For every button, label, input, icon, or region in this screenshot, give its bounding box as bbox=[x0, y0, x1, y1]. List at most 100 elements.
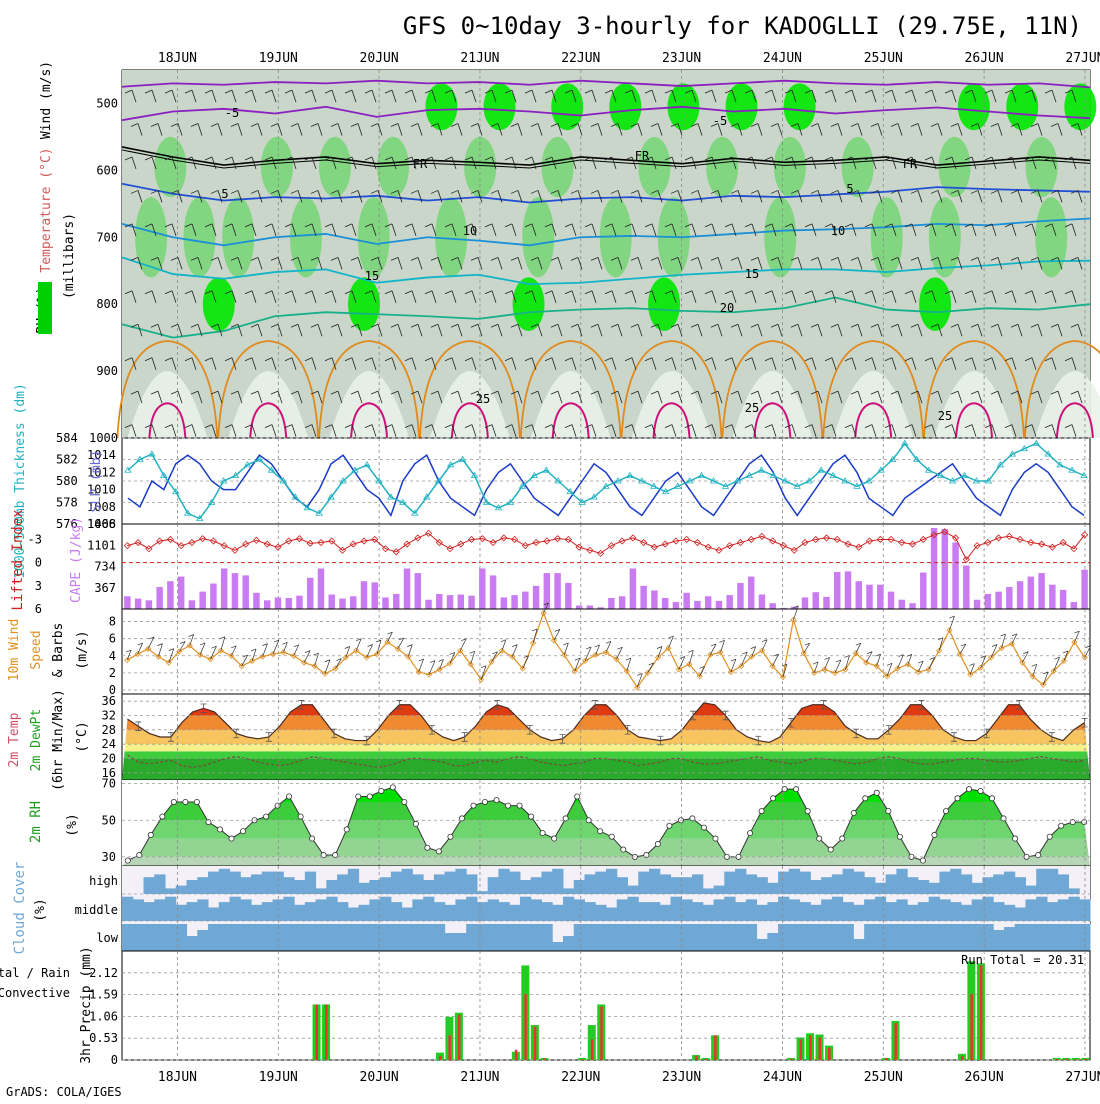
rh-marker bbox=[643, 852, 650, 859]
rh-patch bbox=[1035, 197, 1068, 278]
precip-conv-bar bbox=[581, 1059, 584, 1060]
wind-barb bbox=[204, 424, 217, 437]
cloud-bar bbox=[455, 933, 467, 951]
cloud-bar bbox=[896, 924, 908, 951]
wind-barb bbox=[250, 123, 263, 136]
wind-barb bbox=[510, 323, 523, 337]
wind-barb bbox=[750, 256, 763, 270]
wind-barb-10m bbox=[1000, 633, 1006, 649]
li-marker bbox=[650, 543, 658, 551]
precip-total-bar bbox=[1071, 1057, 1080, 1060]
li-marker bbox=[736, 538, 745, 547]
rh-marker bbox=[481, 798, 488, 805]
wind-barb bbox=[684, 290, 697, 303]
wind-barb bbox=[164, 357, 177, 370]
cape-bar bbox=[704, 596, 712, 609]
cloud-bar bbox=[950, 902, 962, 921]
cloud-bar bbox=[315, 899, 327, 921]
li-marker bbox=[661, 540, 669, 548]
wind-marker bbox=[831, 669, 839, 676]
wind-barb bbox=[590, 256, 603, 270]
isotherm--15 bbox=[121, 79, 1091, 89]
ylabel-wind: Wind (m/s) bbox=[39, 61, 54, 139]
cloud-bar bbox=[122, 924, 134, 951]
cloud-bar bbox=[885, 924, 897, 951]
wind-barb bbox=[150, 390, 163, 404]
wind-barb bbox=[124, 89, 137, 103]
thickness-line-marker bbox=[662, 487, 670, 495]
temp-tick-16: 16 bbox=[102, 766, 116, 780]
rh-marker bbox=[286, 793, 293, 800]
top-date-22JUN: 22JUN bbox=[561, 51, 600, 66]
cloud-bar bbox=[659, 874, 672, 894]
rh-marker bbox=[147, 831, 154, 838]
cape-bar bbox=[479, 568, 486, 609]
wind-barb bbox=[650, 123, 663, 136]
cape-bar bbox=[457, 594, 465, 609]
cape-bar bbox=[317, 568, 325, 609]
wind-barb bbox=[410, 123, 423, 136]
cloud-bar bbox=[509, 904, 521, 921]
cloud-bar bbox=[487, 924, 499, 951]
cloud-bar bbox=[476, 902, 489, 921]
rh-marker bbox=[516, 802, 523, 809]
wind-barb bbox=[784, 89, 797, 103]
wind-barb bbox=[1024, 357, 1037, 370]
pressure-tick-700: 700 bbox=[96, 230, 118, 244]
thickness-line-marker bbox=[434, 477, 443, 484]
wind-marker bbox=[582, 657, 589, 664]
cloud-bar bbox=[315, 924, 327, 951]
li-marker bbox=[876, 535, 884, 544]
cloud-bar bbox=[530, 877, 542, 894]
thickness-tick-576: 576 bbox=[56, 517, 78, 531]
wind-barb bbox=[730, 190, 743, 203]
wind-marker bbox=[301, 659, 308, 666]
wind-barb bbox=[210, 256, 223, 270]
wind-barb bbox=[704, 290, 717, 303]
wind-barb-10m bbox=[761, 639, 768, 651]
rh-marker bbox=[159, 813, 166, 820]
wind-barb bbox=[210, 323, 223, 337]
rh-marker bbox=[896, 833, 903, 840]
wind-barb bbox=[324, 290, 337, 303]
wind-barb bbox=[450, 323, 463, 337]
cloud-bar bbox=[251, 904, 263, 921]
wind-barb bbox=[490, 190, 503, 203]
cloud-bar bbox=[810, 880, 822, 894]
cloud-bar bbox=[1003, 927, 1016, 951]
cloud-bar bbox=[175, 885, 188, 894]
cloud-bar bbox=[853, 939, 865, 951]
cloud-bar bbox=[455, 868, 467, 894]
wind-barb-10m bbox=[1062, 650, 1069, 662]
wind-barb bbox=[524, 290, 537, 303]
cape-bar bbox=[134, 598, 142, 609]
cloud-bar bbox=[702, 888, 715, 894]
wind-barb bbox=[844, 223, 857, 237]
wind-barb bbox=[464, 223, 477, 237]
li-marker bbox=[543, 537, 551, 545]
wind-barb bbox=[624, 156, 637, 170]
wind-marker bbox=[498, 647, 505, 654]
cloud-bar bbox=[670, 924, 682, 951]
wind-barb bbox=[604, 223, 617, 237]
cape-bar bbox=[242, 575, 249, 609]
thickness-line-marker bbox=[936, 471, 945, 479]
thickness-line-marker bbox=[889, 455, 897, 462]
cloud-bar bbox=[444, 871, 456, 894]
contour-label: 5 bbox=[846, 182, 853, 196]
wind-barb-10m bbox=[375, 639, 382, 655]
wind-marker bbox=[457, 647, 464, 654]
rh-patch bbox=[957, 83, 990, 131]
thickness-line-marker bbox=[423, 493, 431, 500]
wind-barb bbox=[310, 256, 323, 270]
cloud-bar bbox=[917, 880, 930, 894]
isotherm-30 bbox=[753, 402, 792, 439]
wind-barb bbox=[724, 357, 737, 370]
wind-barb-10m bbox=[1022, 651, 1029, 663]
wind-barb bbox=[450, 123, 463, 136]
wind-barb bbox=[270, 256, 283, 270]
contour-label: 15 bbox=[365, 269, 379, 283]
cloud-bar bbox=[519, 896, 532, 921]
isotherm-30 bbox=[652, 402, 691, 439]
